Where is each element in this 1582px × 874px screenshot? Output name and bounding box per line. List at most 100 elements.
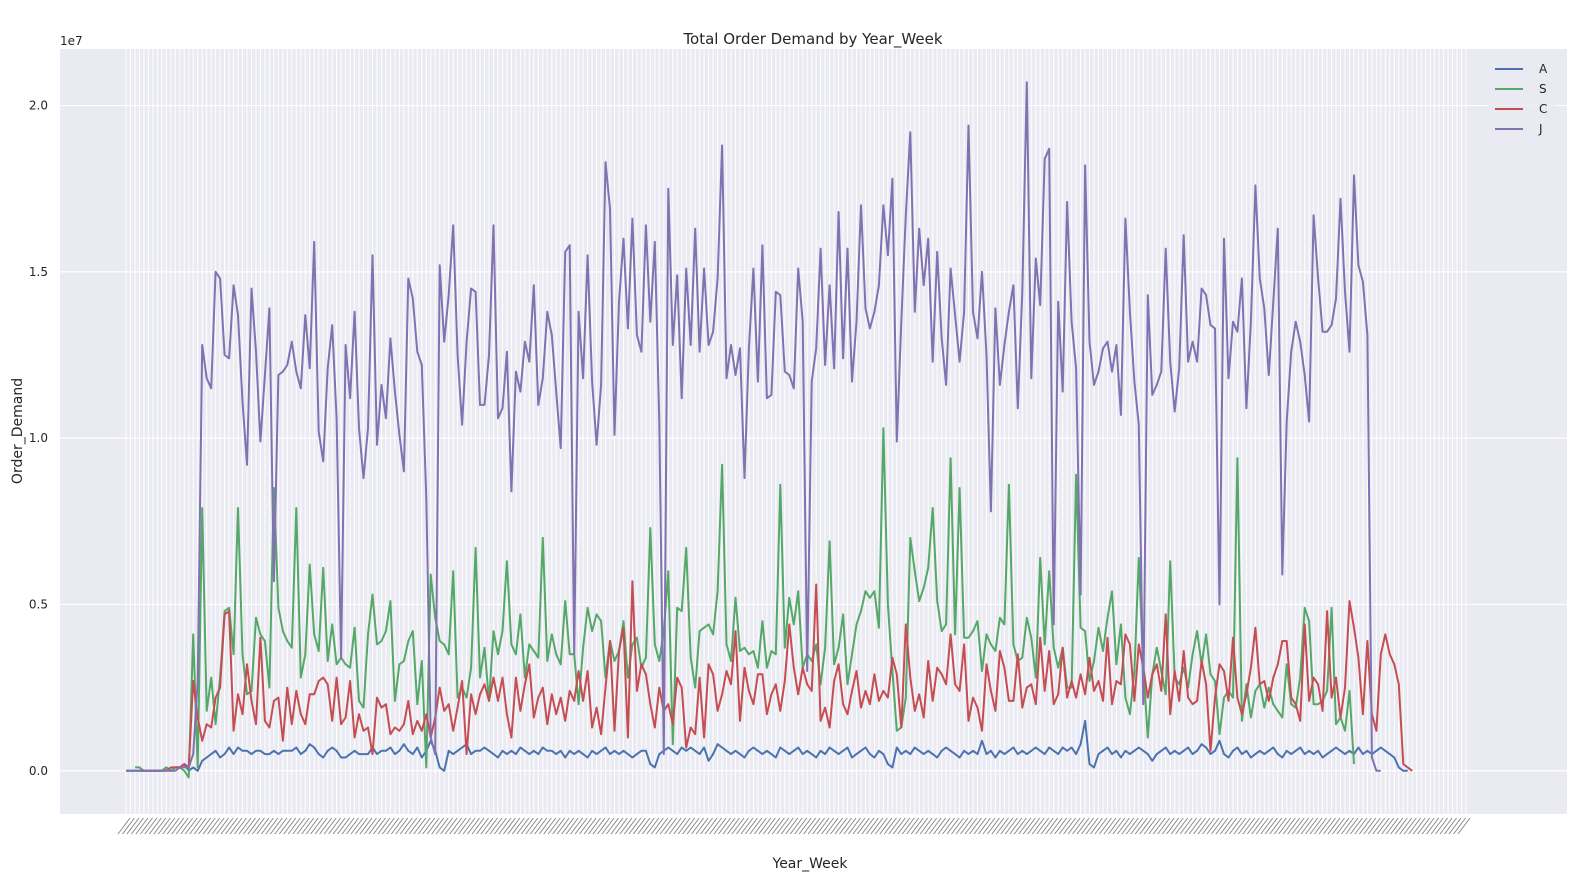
- x-tick-mark: [1255, 817, 1269, 835]
- x-tick-mark: [202, 817, 216, 835]
- x-tick-mark: [758, 817, 772, 835]
- x-tick-mark: [1408, 817, 1422, 835]
- x-tick-mark: [341, 817, 355, 835]
- x-tick-mark: [1018, 817, 1032, 835]
- series-line-A: [126, 719, 1408, 772]
- x-tick-mark: [628, 817, 642, 835]
- x-tick-mark: [740, 817, 754, 835]
- x-tick-mark: [1220, 817, 1233, 835]
- x-tick-mark: [776, 817, 790, 835]
- x-tick-mark: [1130, 817, 1144, 835]
- x-tick-mark: [269, 817, 283, 835]
- x-tick-mark: [874, 817, 888, 835]
- x-tick-mark: [1058, 817, 1072, 835]
- x-tick-mark: [825, 817, 839, 835]
- x-tick-mark: [126, 817, 140, 835]
- legend-label-C: C: [1539, 102, 1547, 116]
- x-tick-mark: [691, 817, 705, 835]
- x-tick-mark: [1094, 817, 1108, 835]
- x-tick-mark: [1049, 817, 1063, 835]
- x-tick-mark: [839, 817, 852, 835]
- x-tick-mark: [928, 817, 942, 835]
- x-tick-mark: [220, 817, 234, 835]
- x-tick-mark: [1004, 817, 1018, 835]
- x-tick-mark: [480, 817, 494, 835]
- x-tick-mark: [857, 817, 870, 835]
- x-tick-mark: [556, 817, 570, 835]
- x-tick-mark: [511, 817, 525, 835]
- x-tick-mark: [135, 817, 149, 835]
- x-tick-mark: [283, 817, 297, 835]
- x-tick-mark: [234, 817, 247, 835]
- x-tick-mark: [597, 817, 610, 835]
- x-tick-mark: [579, 817, 593, 835]
- x-tick-mark: [995, 817, 1009, 835]
- x-tick-mark: [503, 817, 516, 835]
- y-tick-label: 1.5: [29, 265, 48, 279]
- x-tick-mark: [1435, 817, 1448, 835]
- x-tick-mark: [1121, 817, 1135, 835]
- series-lines: [126, 81, 1413, 779]
- x-tick-mark: [453, 817, 467, 835]
- x-tick-mark: [547, 817, 561, 835]
- x-tick-mark: [377, 817, 391, 835]
- x-tick-mark: [1009, 817, 1023, 835]
- x-tick-mark: [1260, 817, 1274, 835]
- x-tick-mark: [314, 817, 328, 835]
- x-tick-mark: [1345, 817, 1359, 835]
- x-tick-mark: [1412, 817, 1426, 835]
- legend-box: [1488, 57, 1556, 145]
- x-tick-mark: [1448, 817, 1462, 835]
- x-tick-mark: [973, 817, 987, 835]
- x-tick-mark: [534, 817, 548, 835]
- x-tick-mark: [1157, 817, 1171, 835]
- x-tick-mark: [1134, 817, 1148, 835]
- x-tick-mark: [1300, 817, 1314, 835]
- x-tick-mark: [695, 817, 709, 835]
- x-tick-mark: [1367, 817, 1381, 835]
- x-tick-mark: [296, 817, 310, 835]
- x-tick-mark: [592, 817, 606, 835]
- x-tick-mark: [713, 817, 727, 835]
- x-tick-mark: [1350, 817, 1363, 835]
- x-tick-mark: [529, 817, 543, 835]
- x-tick-mark: [1085, 817, 1099, 835]
- x-tick-mark: [919, 817, 933, 835]
- x-tick-mark: [368, 817, 382, 835]
- x-tick-mark: [198, 817, 212, 835]
- x-tick-mark: [727, 817, 740, 835]
- x-tick-mark: [278, 817, 292, 835]
- x-tick-mark: [1090, 817, 1103, 835]
- x-tick-mark: [1309, 817, 1323, 835]
- x-tick-mark: [243, 817, 256, 835]
- x-tick-mark: [1148, 817, 1162, 835]
- x-tick-mark: [1139, 817, 1153, 835]
- x-tick-mark: [1426, 817, 1440, 835]
- x-tick-mark: [1385, 817, 1399, 835]
- y-tick-label: 2.0: [29, 99, 48, 113]
- x-tick-mark: [736, 817, 749, 835]
- x-tick-mark: [780, 817, 794, 835]
- x-tick-mark: [1372, 817, 1386, 835]
- x-tick-mark: [180, 817, 194, 835]
- x-tick-mark: [982, 817, 996, 835]
- x-tick-mark: [870, 817, 884, 835]
- x-tick-mark: [762, 817, 776, 835]
- x-tick-mark: [803, 817, 817, 835]
- x-tick-mark: [1417, 817, 1431, 835]
- x-tick-mark: [866, 817, 879, 835]
- x-tick-mark: [987, 817, 1000, 835]
- y-tick-label: 0.0: [29, 764, 48, 778]
- x-tick-mark: [1099, 817, 1112, 835]
- x-tick-mark: [1184, 817, 1198, 835]
- x-tick-mark: [390, 817, 404, 835]
- x-tick-mark: [771, 817, 785, 835]
- legend-label-A: A: [1539, 62, 1548, 76]
- x-tick-mark: [1040, 817, 1054, 835]
- x-tick-mark: [892, 817, 906, 835]
- x-tick-mark: [467, 817, 480, 835]
- y-tick-label: 0.5: [29, 597, 48, 611]
- x-tick-mark: [830, 817, 843, 835]
- x-tick-mark: [798, 817, 812, 835]
- x-tick-mark: [946, 817, 960, 835]
